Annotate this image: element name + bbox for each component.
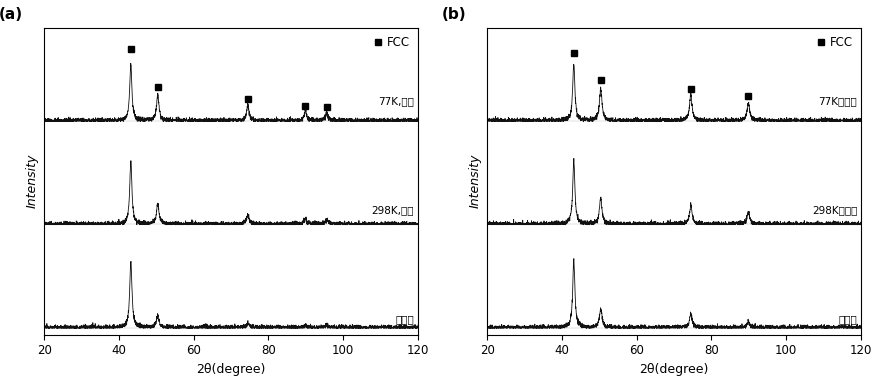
Legend: FCC: FCC: [813, 34, 854, 51]
Y-axis label: Intensity: Intensity: [468, 154, 481, 208]
Text: 未变形: 未变形: [838, 314, 856, 324]
Legend: FCC: FCC: [371, 34, 412, 51]
Text: 未变形: 未变形: [395, 314, 414, 324]
Text: (a): (a): [0, 7, 24, 22]
Y-axis label: Intensity: Intensity: [25, 154, 39, 208]
Text: 298K,断口: 298K,断口: [371, 205, 414, 215]
Text: 77K,断口: 77K,断口: [378, 97, 414, 106]
Text: (b): (b): [442, 7, 466, 22]
X-axis label: 2θ(degree): 2θ(degree): [196, 363, 265, 376]
Text: 77K，断口: 77K，断口: [817, 97, 856, 106]
Text: 298K，断口: 298K，断口: [810, 205, 856, 215]
X-axis label: 2θ(degree): 2θ(degree): [638, 363, 708, 376]
